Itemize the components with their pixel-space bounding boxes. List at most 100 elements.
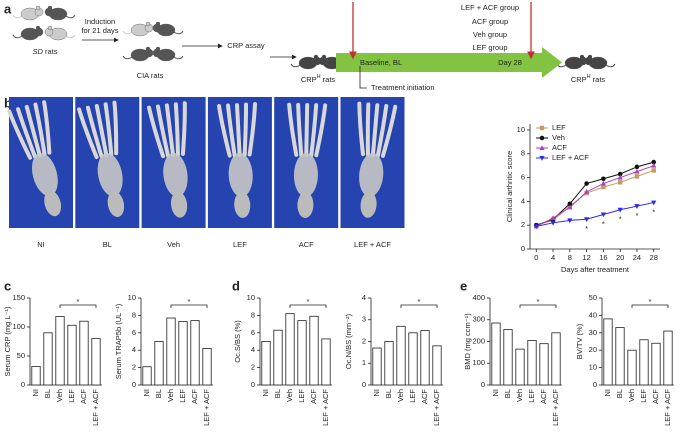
image-label: Veh bbox=[167, 240, 180, 249]
y-tick-label: 10 bbox=[589, 363, 597, 372]
bar bbox=[627, 349, 637, 386]
legend-label: LEF + ACF bbox=[552, 153, 589, 162]
significance-bracket bbox=[631, 304, 669, 308]
series-line bbox=[536, 169, 654, 226]
x-tick-label: LEF bbox=[527, 389, 536, 403]
bar bbox=[384, 341, 394, 386]
marker bbox=[550, 215, 556, 221]
bone bbox=[7, 100, 62, 217]
tarsal bbox=[97, 153, 123, 197]
y-tick-label: 6 bbox=[521, 173, 525, 182]
axis bbox=[489, 298, 562, 386]
rat bbox=[122, 46, 154, 62]
digit bbox=[77, 107, 99, 159]
rat-ear bbox=[47, 5, 53, 11]
digit bbox=[314, 103, 328, 158]
y-tick-label: 6 bbox=[132, 328, 136, 337]
x-tick-label: 28 bbox=[650, 253, 658, 262]
bar bbox=[297, 320, 307, 386]
marker bbox=[617, 207, 623, 213]
y-axis-label: Clinical arthritic score bbox=[505, 151, 514, 222]
bar bbox=[273, 329, 283, 386]
y-tick-label: 0 bbox=[521, 244, 525, 253]
digit bbox=[147, 105, 166, 159]
y-tick-label: 400 bbox=[472, 293, 485, 302]
bar bbox=[55, 316, 65, 386]
y-tick-label: 100 bbox=[12, 322, 25, 331]
bar bbox=[285, 313, 295, 386]
marker bbox=[567, 204, 573, 210]
y-tick-label: 40 bbox=[589, 310, 597, 319]
bar bbox=[639, 339, 649, 386]
y-tick-label: 0 bbox=[362, 380, 366, 389]
rat-tail bbox=[65, 14, 76, 19]
digit bbox=[85, 105, 104, 159]
x-tick-label: 0 bbox=[534, 253, 538, 262]
bone bbox=[217, 102, 257, 218]
x-tick-label: BL bbox=[615, 389, 624, 398]
significance: * bbox=[619, 215, 622, 224]
bar bbox=[615, 327, 625, 386]
series-line bbox=[536, 202, 654, 227]
panel-label: b bbox=[4, 95, 12, 110]
legend-label: Veh bbox=[552, 133, 565, 142]
x-tick-label: NI bbox=[261, 389, 270, 397]
digit bbox=[380, 104, 398, 158]
y-tick-label: 4 bbox=[251, 345, 255, 354]
label: ACF group bbox=[472, 17, 508, 26]
image-label: LEF bbox=[233, 240, 247, 249]
rat-tail bbox=[290, 63, 301, 68]
rat-ear bbox=[155, 21, 161, 27]
rat-ear bbox=[145, 21, 151, 27]
marker bbox=[600, 180, 606, 186]
bar bbox=[321, 338, 331, 386]
digit bbox=[94, 104, 109, 158]
marker bbox=[567, 218, 573, 224]
y-axis-label: Serum TRAP5b (UL⁻¹) bbox=[114, 303, 123, 379]
marker bbox=[550, 220, 556, 226]
rat bbox=[44, 5, 76, 21]
significance: * bbox=[649, 297, 652, 306]
bar bbox=[420, 330, 430, 386]
marker bbox=[601, 176, 606, 182]
x-tick-label: 20 bbox=[616, 253, 624, 262]
x-tick-label: ACF bbox=[190, 389, 199, 404]
bar bbox=[663, 330, 673, 386]
digit bbox=[235, 103, 242, 158]
tarsal bbox=[31, 153, 58, 196]
marker bbox=[584, 189, 590, 194]
bar bbox=[432, 345, 442, 386]
bone bbox=[77, 100, 125, 218]
marker bbox=[651, 159, 657, 165]
digit bbox=[180, 101, 187, 156]
heel bbox=[234, 191, 251, 218]
marker bbox=[539, 145, 545, 150]
x-tick-label: LEF + ACF bbox=[551, 389, 560, 426]
bar bbox=[31, 366, 41, 386]
x-axis-label: Days after treatment bbox=[561, 265, 630, 274]
y-axis-label: Oc.N/BS (mm⁻²) bbox=[344, 313, 353, 369]
y-tick-label: 2 bbox=[521, 220, 525, 229]
rat-tail bbox=[12, 14, 23, 19]
digit bbox=[103, 102, 114, 157]
y-tick-label: 4 bbox=[521, 196, 525, 205]
marker bbox=[634, 174, 640, 179]
timeline-arrow bbox=[336, 47, 562, 78]
digit bbox=[296, 102, 304, 157]
marker bbox=[584, 181, 589, 186]
significance: * bbox=[537, 297, 540, 306]
bar bbox=[603, 318, 613, 386]
panel-label: c bbox=[4, 278, 11, 293]
bar bbox=[551, 332, 561, 386]
label: CIA rats bbox=[137, 71, 164, 80]
rat-ear bbox=[313, 54, 319, 60]
x-tick-label: BL bbox=[43, 389, 52, 398]
y-tick-label: 8 bbox=[521, 149, 525, 158]
series-line bbox=[536, 165, 654, 227]
bracket bbox=[359, 66, 367, 89]
image-label: LEF + ACF bbox=[354, 240, 391, 249]
label: CRP assay bbox=[227, 41, 265, 50]
digit bbox=[33, 102, 47, 156]
label: Baseline, BL bbox=[360, 58, 402, 67]
rat-ear bbox=[47, 25, 53, 31]
